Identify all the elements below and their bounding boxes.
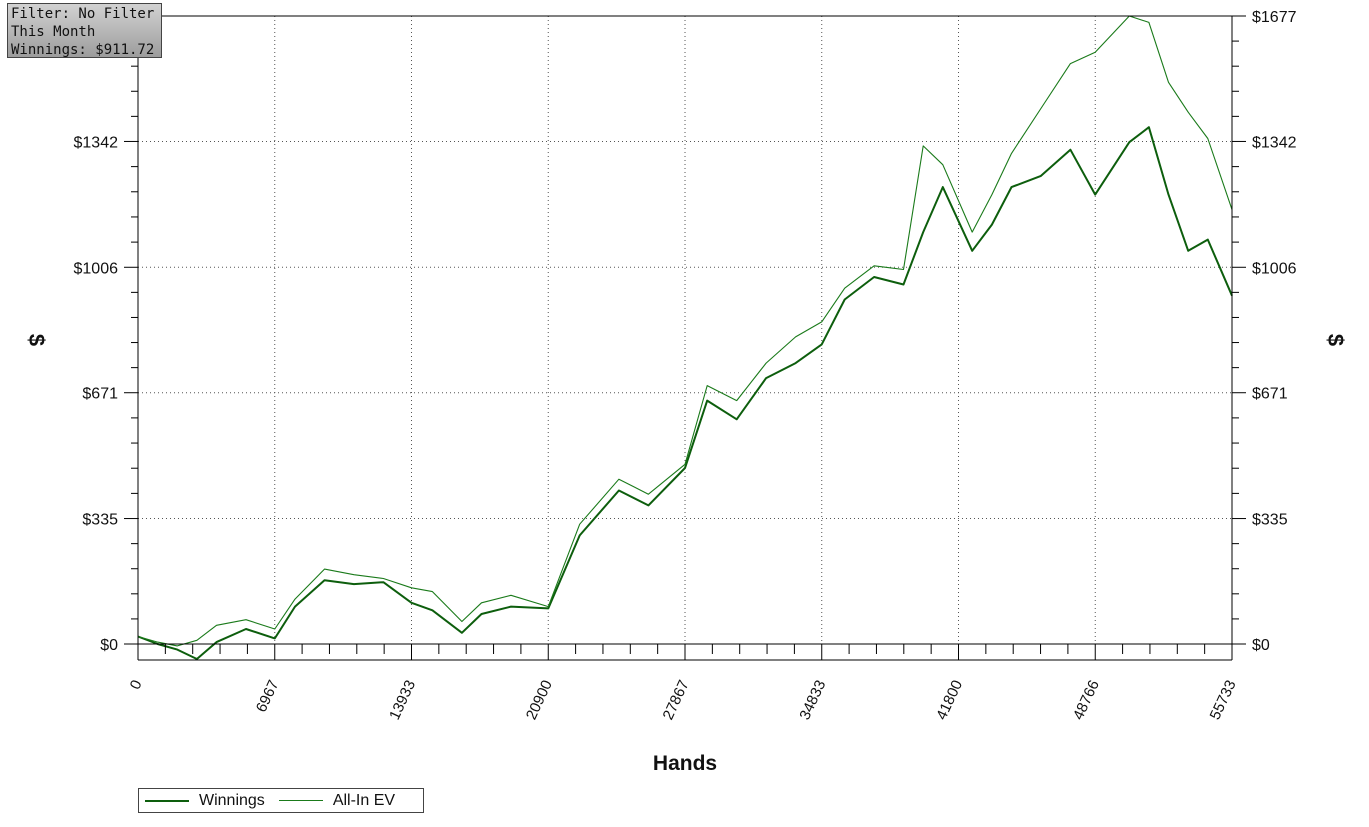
y-tick-label-left: $335 [82, 512, 118, 529]
y-tick-label-left: $671 [82, 386, 118, 403]
allin-ev-line [137, 15, 1233, 647]
x-tick-label: 34833 [796, 678, 829, 723]
series-group [137, 15, 1233, 660]
y-tick-label-right: $335 [1252, 512, 1288, 529]
y-tick-label-left: $0 [100, 637, 118, 654]
legend-item-allin-ev: All-In EV [278, 791, 396, 810]
legend-swatch-allin-ev [278, 800, 323, 801]
y-tick-label-left: $1342 [74, 134, 119, 151]
y-tick-label-right: $1677 [1252, 9, 1297, 26]
y-tick-label-right: $1342 [1252, 134, 1297, 151]
winnings-label: Winnings: $911.72 [11, 42, 155, 58]
legend-swatch-winnings [145, 799, 189, 802]
y-tick-label-right: $0 [1252, 637, 1270, 654]
chart-legend: Winnings All-In EV [138, 788, 424, 813]
x-tick-label: 20900 [523, 678, 556, 723]
x-tick-label: 27867 [660, 678, 693, 723]
grid [138, 16, 1232, 644]
legend-label-allin-ev: All-In EV [332, 791, 396, 809]
legend-label-winnings: Winnings [199, 791, 265, 809]
x-tick-label: 55733 [1207, 678, 1240, 723]
x-tick-label: 41800 [933, 678, 966, 723]
x-axis-title: Hands [653, 752, 717, 775]
filter-label: Filter: No Filter [11, 6, 155, 22]
x-tick-label: 13933 [386, 678, 419, 723]
x-tick-label: 0 [127, 678, 146, 693]
period-label: This Month [11, 24, 96, 40]
y-axis-title-right: $ [1323, 334, 1348, 346]
y-tick-label-left: $1006 [74, 260, 119, 277]
y-tick-label-right: $671 [1252, 386, 1288, 403]
x-tick-label: 6967 [253, 678, 283, 715]
filter-info-box: Filter: No Filter This Month Winnings: $… [7, 3, 162, 58]
winnings-line [137, 126, 1233, 660]
y-axis-title-left: $ [24, 334, 49, 346]
x-tick-label: 48766 [1070, 678, 1103, 723]
y-tick-label-right: $1006 [1252, 260, 1297, 277]
legend-item-winnings: Winnings [145, 792, 265, 810]
